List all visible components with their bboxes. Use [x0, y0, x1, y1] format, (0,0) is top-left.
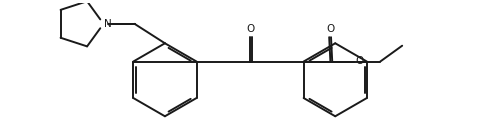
Text: O: O — [355, 56, 364, 66]
Text: O: O — [246, 24, 254, 34]
Text: O: O — [326, 24, 334, 34]
Text: N: N — [104, 19, 112, 29]
